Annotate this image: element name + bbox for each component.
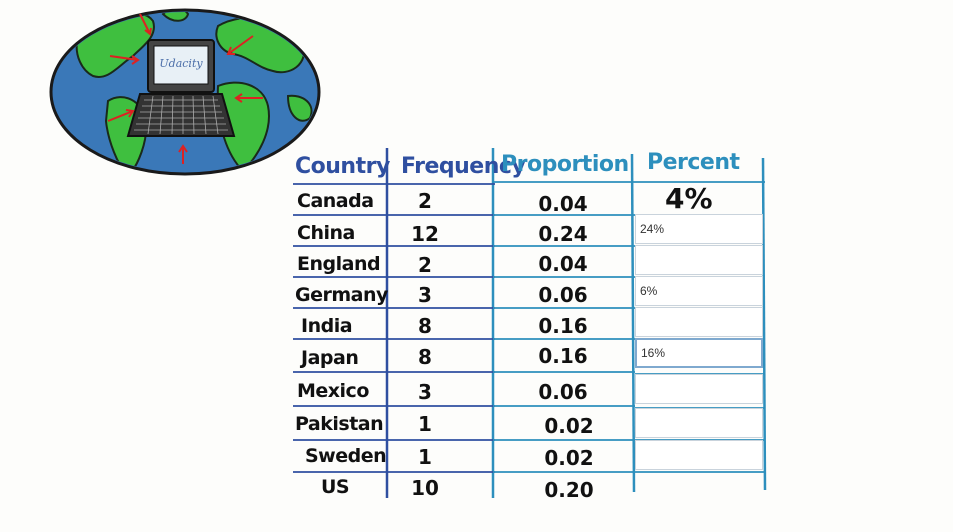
frequency-cell: 2	[418, 189, 432, 213]
percent-input-china[interactable]	[635, 214, 763, 244]
frequency-cell: 1	[418, 412, 432, 436]
logo-brand-text: Udacity	[159, 57, 203, 70]
proportion-cell: 0.20	[544, 478, 594, 502]
proportion-cell: 0.02	[544, 446, 594, 470]
country-cell: Sweden	[305, 445, 387, 467]
header-proportion: Proportion	[501, 152, 629, 177]
proportion-cell: 0.04	[538, 252, 588, 276]
header-frequency: Frequency	[401, 154, 526, 179]
proportion-cell: 0.24	[538, 222, 588, 246]
frequency-cell: 1	[418, 445, 432, 469]
frequency-cell: 8	[418, 345, 432, 369]
percent-input-india[interactable]	[635, 307, 763, 337]
proportion-cell: 0.04	[538, 192, 588, 216]
country-cell: India	[301, 315, 353, 337]
proportion-cell: 0.06	[538, 380, 588, 404]
frequency-cell: 3	[418, 283, 432, 307]
frequency-cell: 12	[411, 222, 439, 246]
header-percent: Percent	[647, 150, 740, 175]
percent-input-japan[interactable]	[635, 338, 763, 368]
proportion-cell: 0.02	[544, 414, 594, 438]
percent-input-pakistan[interactable]	[635, 408, 763, 438]
percent-input-mexico[interactable]	[635, 374, 763, 404]
percent-input-england[interactable]	[635, 245, 763, 275]
header-country: Country	[295, 154, 390, 179]
country-cell: China	[297, 222, 355, 244]
frequency-table: Country Frequency Proportion Percent Can…	[285, 140, 780, 510]
proportion-cell: 0.16	[538, 314, 588, 338]
country-cell: Japan	[301, 347, 359, 369]
country-cell: US	[321, 476, 350, 498]
country-cell: Mexico	[297, 380, 369, 402]
frequency-cell: 8	[418, 314, 432, 338]
proportion-cell: 0.16	[538, 344, 588, 368]
percent-input-sweden[interactable]	[635, 440, 763, 470]
country-cell: England	[297, 253, 381, 275]
country-cell: Pakistan	[295, 413, 384, 435]
frequency-cell: 3	[418, 380, 432, 404]
table-grid	[293, 148, 767, 498]
country-cell: Canada	[297, 190, 374, 212]
udacity-globe-logo: Udacity	[49, 8, 321, 176]
proportion-cell: 0.06	[538, 283, 588, 307]
country-cell: Germany	[295, 284, 388, 306]
percent-value-canada: 4%	[665, 182, 713, 215]
frequency-cell: 2	[418, 253, 432, 277]
percent-input-germany[interactable]	[635, 276, 763, 306]
frequency-cell: 10	[411, 476, 439, 500]
